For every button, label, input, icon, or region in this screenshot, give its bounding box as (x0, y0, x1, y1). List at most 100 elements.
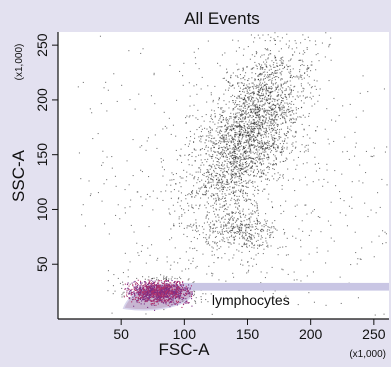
event-point (259, 222, 261, 224)
event-point (262, 124, 264, 126)
gated-point (155, 292, 157, 294)
event-point (231, 211, 233, 213)
event-point (250, 137, 252, 139)
event-point (164, 278, 166, 280)
gated-point (144, 295, 146, 297)
event-point (204, 148, 206, 150)
gated-point (177, 300, 179, 302)
event-point (233, 164, 235, 166)
gated-point (151, 285, 153, 287)
event-point (319, 216, 321, 218)
event-point (207, 197, 209, 199)
event-point (242, 54, 244, 56)
gated-point (143, 296, 145, 298)
gated-point (154, 293, 156, 295)
gated-point (180, 289, 182, 291)
event-point (234, 203, 236, 205)
event-point (245, 152, 247, 154)
event-point (101, 200, 103, 202)
event-point (283, 143, 285, 145)
event-point (268, 143, 270, 145)
event-point (239, 142, 241, 144)
event-point (224, 128, 226, 130)
gated-point (147, 297, 149, 299)
event-point (230, 128, 232, 130)
gated-point (180, 292, 182, 294)
event-point (266, 83, 268, 85)
event-point (270, 123, 272, 125)
event-point (197, 109, 199, 111)
event-point (226, 171, 228, 173)
event-point (275, 144, 277, 146)
event-point (235, 162, 237, 164)
event-point (258, 73, 260, 75)
event-point (248, 141, 250, 143)
event-point (299, 95, 301, 97)
event-point (215, 243, 217, 245)
event-point (371, 156, 373, 158)
event-point (265, 92, 267, 94)
event-point (209, 229, 211, 231)
event-point (253, 195, 255, 197)
event-point (230, 76, 232, 78)
event-point (304, 72, 306, 74)
event-point (235, 220, 237, 222)
event-point (350, 264, 352, 266)
gated-point (155, 296, 157, 298)
event-point (245, 180, 247, 182)
event-point (255, 112, 257, 114)
event-point (262, 229, 264, 231)
gated-point (161, 301, 163, 303)
event-point (223, 238, 225, 240)
event-point (278, 77, 280, 79)
event-point (238, 250, 240, 252)
event-point (238, 212, 240, 214)
event-point (253, 147, 255, 149)
event-point (275, 70, 277, 72)
event-point (250, 130, 252, 132)
event-point (226, 119, 228, 121)
event-point (259, 107, 261, 109)
event-point (226, 126, 228, 128)
event-point (217, 161, 219, 163)
event-point (272, 83, 274, 85)
event-point (191, 196, 193, 198)
event-point (241, 110, 243, 112)
event-point (228, 236, 230, 238)
event-point (260, 172, 262, 174)
event-point (242, 208, 244, 210)
gated-point (161, 281, 163, 283)
event-point (183, 169, 185, 171)
event-point (222, 165, 224, 167)
event-point (280, 123, 282, 125)
event-point (287, 126, 289, 128)
gated-point (124, 288, 126, 290)
event-point (279, 118, 281, 120)
event-point (229, 116, 231, 118)
event-point (328, 44, 330, 46)
gated-point (141, 292, 143, 294)
event-point (247, 166, 249, 168)
event-point (222, 171, 224, 173)
gated-point (178, 292, 180, 294)
event-point (279, 161, 281, 163)
event-point (245, 110, 247, 112)
event-point (216, 161, 218, 163)
event-point (239, 210, 241, 212)
event-point (252, 210, 254, 212)
event-point (132, 175, 134, 177)
event-point (269, 40, 271, 42)
gated-points (123, 279, 193, 311)
event-point (266, 97, 268, 99)
event-point (196, 182, 198, 184)
gated-point (179, 284, 181, 286)
event-point (295, 168, 297, 170)
event-point (227, 183, 229, 185)
event-point (270, 245, 272, 247)
event-point (261, 124, 263, 126)
event-point (220, 186, 222, 188)
event-point (286, 68, 288, 70)
event-point (280, 128, 282, 130)
event-point (251, 112, 253, 114)
event-point (244, 103, 246, 105)
